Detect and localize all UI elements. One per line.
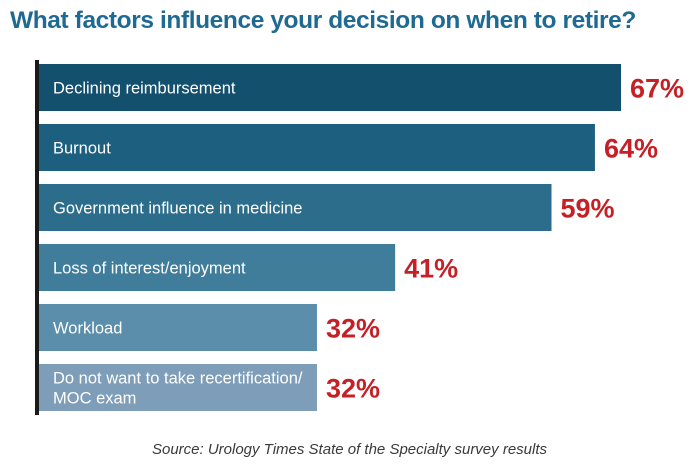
value-label-1: 67% [630,74,684,104]
value-label-4: 41% [404,254,458,284]
bar-2 [39,124,595,171]
category-label-1: Declining reimbursement [53,80,236,98]
bar-5 [39,304,317,351]
bar-4 [39,244,396,291]
category-label-4: Loss of interest/enjoyment [53,260,246,278]
bar-6 [39,364,317,411]
value-label-5: 32% [326,314,380,344]
bar-3 [39,184,552,231]
bar-1 [39,64,621,111]
value-label-3: 59% [561,194,615,224]
category-label-6-line-1: Do not want to take recertification/ [53,370,303,388]
value-label-6: 32% [326,374,380,404]
category-label-6-line-2: MOC exam [53,390,136,408]
category-label-2: Burnout [53,140,111,158]
category-label-5: Workload [53,320,122,338]
y-axis-line [35,60,39,415]
bars-layer [39,64,621,411]
value-label-2: 64% [604,134,658,164]
category-labels-layer: Declining reimbursement Burnout Government… [53,80,303,408]
value-labels-layer: 67% 64% 59% 41% 32% 32% [326,74,684,404]
chart-title: What factors influence your decision on … [10,7,636,34]
source-note: Source: Urology Times State of the Speci… [151,441,548,458]
category-label-3: Government influence in medicine [53,200,302,218]
